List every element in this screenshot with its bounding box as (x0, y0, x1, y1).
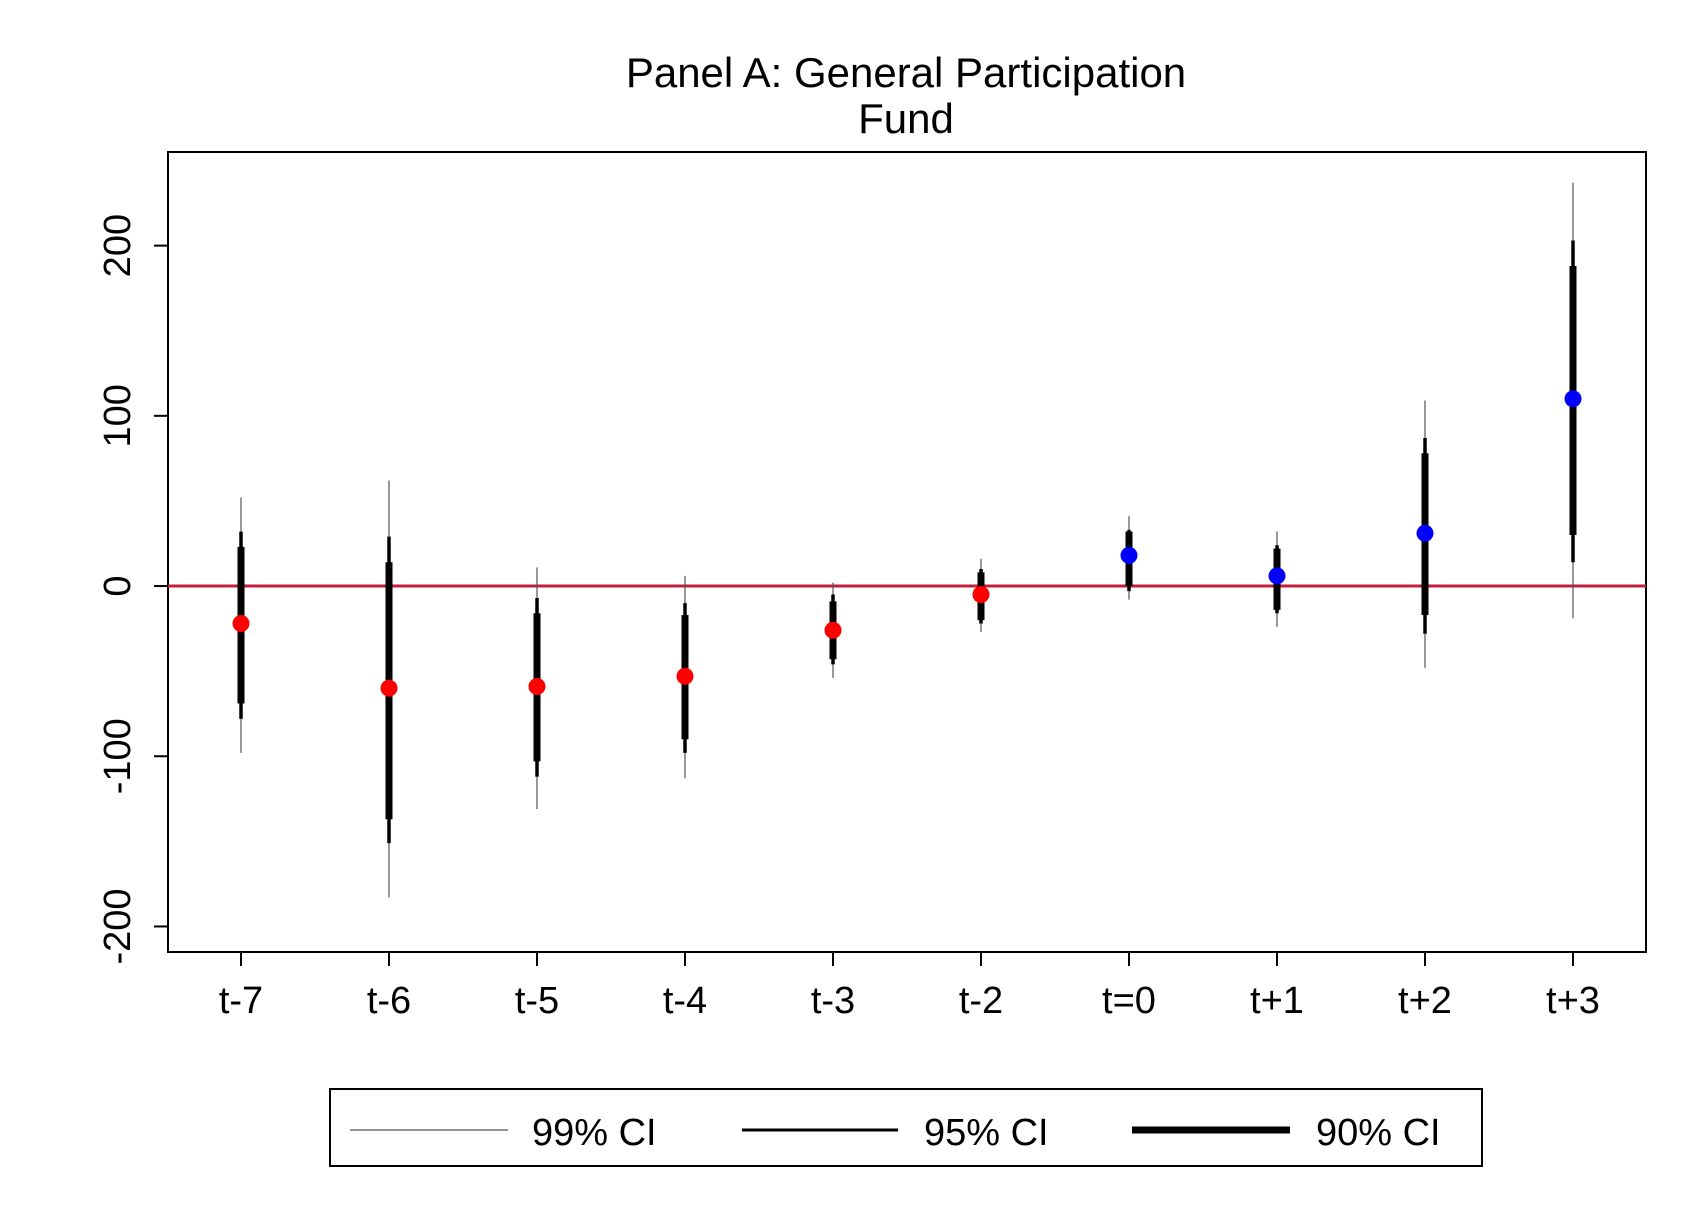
x-tick-label: t+2 (1398, 980, 1452, 1022)
point-estimate (232, 614, 250, 632)
x-tick-label: t-7 (219, 980, 263, 1022)
y-tick-label: 0 (97, 575, 139, 596)
point-estimate (528, 677, 546, 695)
point-estimate (972, 586, 990, 604)
x-tick-label: t-4 (663, 980, 707, 1022)
point-estimate (1416, 524, 1434, 542)
y-tick-label: -100 (97, 718, 139, 794)
x-tick-label: t-5 (515, 980, 559, 1022)
x-tick-label: t-3 (811, 980, 855, 1022)
chart-title-line-1: Panel A: General Participation (626, 49, 1186, 96)
y-tick-label: 200 (97, 214, 139, 277)
y-tick-label: 100 (97, 384, 139, 447)
point-estimate (380, 679, 398, 697)
plot-frame (167, 151, 1647, 953)
legend: 99% CI 95% CI 90% CI (329, 1088, 1483, 1167)
legend-label-90: 90% CI (1316, 1112, 1441, 1154)
y-tick-label: -200 (97, 888, 139, 964)
x-tick-label: t-6 (367, 980, 411, 1022)
legend-label-99: 99% CI (532, 1112, 657, 1154)
plot-area: -200 -100 0 100 200 t-7 t-6 t-5 t-4 t-3 t-2 t=0 t+1 t… (97, 151, 1647, 1022)
legend-label-95: 95% CI (924, 1112, 1049, 1154)
chart-title-line-2: Fund (858, 95, 954, 142)
x-tick-label: t=0 (1102, 980, 1156, 1022)
point-estimate (1564, 390, 1582, 408)
point-estimate (824, 621, 842, 639)
point-estimate (676, 667, 694, 685)
point-estimate (1268, 567, 1286, 585)
x-tick-label: t-2 (959, 980, 1003, 1022)
legend-box (329, 1088, 1483, 1167)
point-estimate (1120, 546, 1138, 564)
x-tick-label: t+3 (1546, 980, 1600, 1022)
x-tick-label: t+1 (1250, 980, 1304, 1022)
